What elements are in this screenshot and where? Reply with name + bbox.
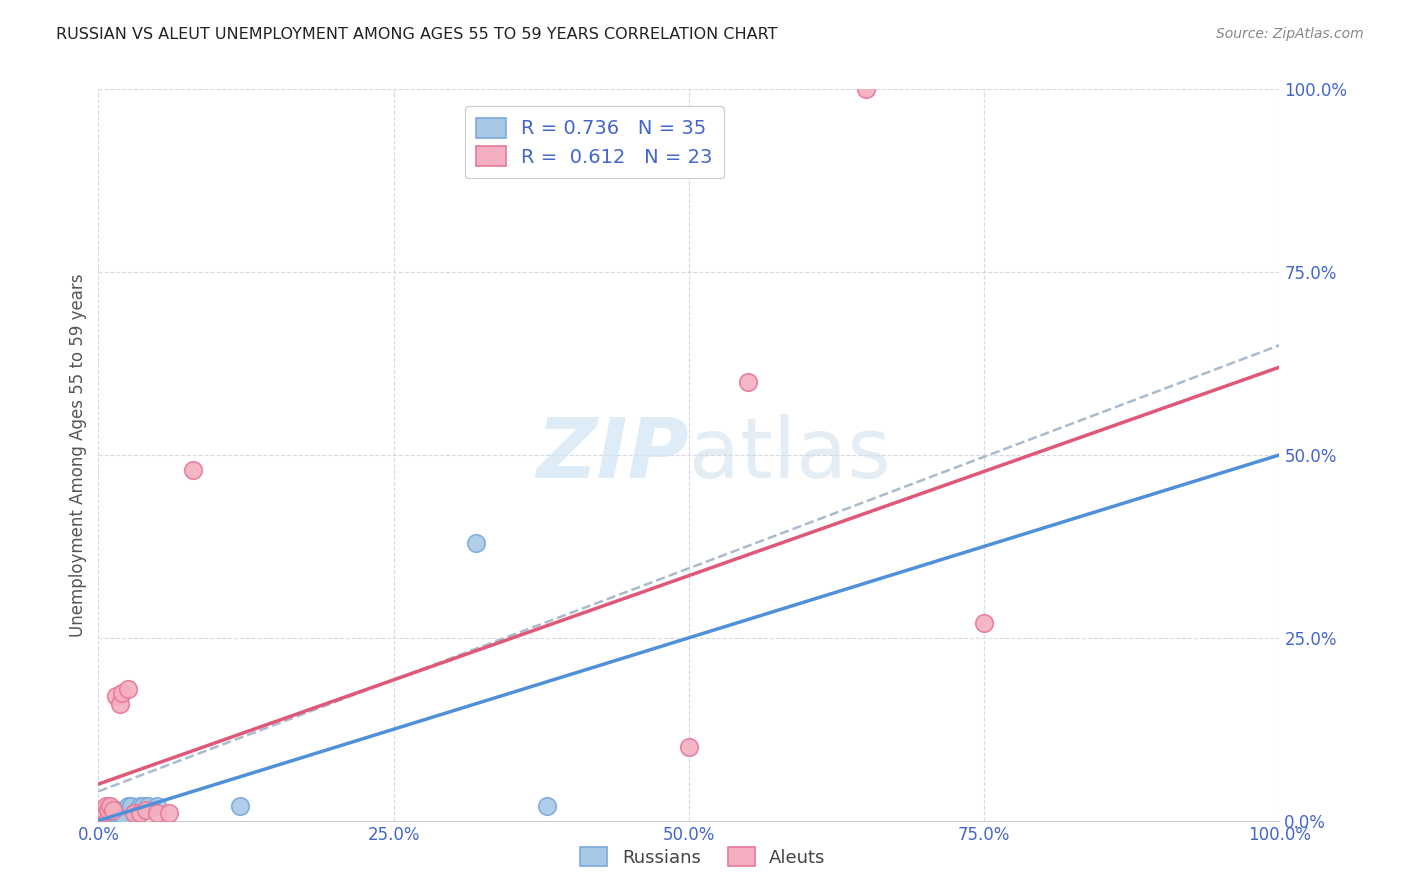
Point [678,740,700,755]
Point [105,806,128,821]
Point [103,806,125,821]
Point [737,375,759,389]
Point [91,803,114,817]
Legend: R = 0.736   N = 35, R =  0.612   N = 23: R = 0.736 N = 35, R = 0.612 N = 23 [465,106,724,178]
Point [93,810,115,824]
Text: RUSSIAN VS ALEUT UNEMPLOYMENT AMONG AGES 55 TO 59 YEARS CORRELATION CHART: RUSSIAN VS ALEUT UNEMPLOYMENT AMONG AGES… [56,27,778,42]
Point [105,690,128,704]
Point [89,810,111,824]
Point [89,806,111,821]
Y-axis label: Unemployment Among Ages 55 to 59 years: Unemployment Among Ages 55 to 59 years [69,273,87,637]
Point [97,803,120,817]
Point [121,799,143,814]
Point [91,806,114,821]
Text: Source: ZipAtlas.com: Source: ZipAtlas.com [1216,27,1364,41]
Point [146,806,169,821]
Point [125,806,148,821]
Text: ZIP: ZIP [536,415,689,495]
Point [122,806,145,821]
Point [536,799,558,814]
Point [98,806,121,821]
Point [135,803,157,817]
Point [112,810,135,824]
Point [98,803,121,817]
Point [157,806,180,821]
Point [181,462,204,476]
Point [89,810,111,824]
Point [108,697,131,711]
Point [91,807,114,822]
Point [94,806,117,821]
Point [111,806,134,821]
Point [136,799,159,814]
Point [128,806,150,821]
Point [93,803,115,817]
Point [146,799,169,814]
Point [98,799,121,814]
Point [94,799,117,814]
Point [101,803,124,817]
Point [96,807,118,822]
Point [122,806,145,821]
Point [132,799,155,814]
Point [90,810,112,824]
Point [465,535,488,549]
Point [117,799,139,814]
Point [97,806,120,821]
Point [117,681,139,696]
Point [973,616,995,631]
Point [100,806,122,821]
Legend: Russians, Aleuts: Russians, Aleuts [574,840,832,874]
Point [855,82,877,96]
Point [229,799,252,814]
Point [90,806,112,821]
Point [90,806,112,821]
Point [93,806,115,821]
Point [108,806,131,821]
Point [101,807,124,822]
Text: atlas: atlas [689,415,890,495]
Point [91,810,114,824]
Point [111,686,134,700]
Point [105,803,128,817]
Point [128,799,150,814]
Point [91,806,114,821]
Point [104,806,127,821]
Point [91,810,114,824]
